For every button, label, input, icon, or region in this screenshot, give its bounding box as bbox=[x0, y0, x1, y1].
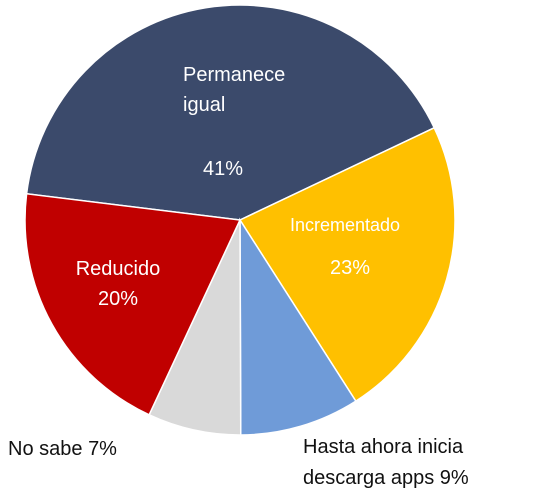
pie-slice bbox=[24, 192, 242, 416]
value-label: 9% bbox=[439, 467, 469, 489]
pie-slice bbox=[25, 4, 436, 221]
slice-label: Permanece igual bbox=[183, 64, 286, 116]
value-label: 23% bbox=[329, 257, 371, 279]
pie-slice bbox=[239, 217, 357, 436]
value-label: 7% bbox=[88, 438, 117, 460]
value-label: 41% bbox=[202, 158, 244, 180]
slice-label: Reducido bbox=[75, 258, 161, 280]
outside-label: Hasta ahora inicia descarga apps 9% bbox=[303, 432, 503, 494]
outside-label: No sabe 7% bbox=[8, 434, 208, 464]
pie-slice bbox=[238, 126, 456, 403]
slice-label: Hasta ahora inicia descarga apps bbox=[303, 436, 464, 489]
value-label: 20% bbox=[97, 288, 139, 310]
slice-label: Incrementado bbox=[289, 215, 401, 235]
slice-label: No sabe bbox=[8, 438, 83, 460]
